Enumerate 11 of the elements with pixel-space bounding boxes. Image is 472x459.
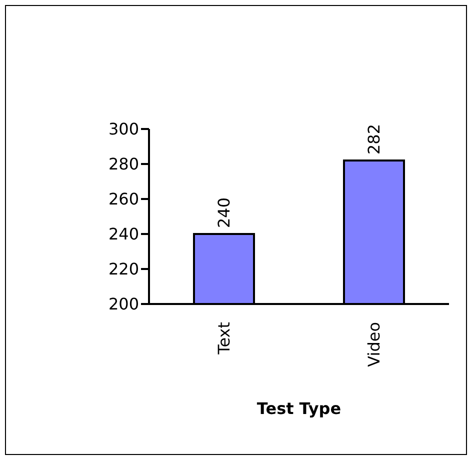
y-tick-label: 220 — [108, 260, 139, 279]
data-label: 240 — [214, 197, 234, 228]
y-tick-label: 260 — [108, 190, 139, 209]
x-tick-label: Text — [214, 322, 234, 356]
y-tick-label: 280 — [108, 154, 139, 174]
x-tick-label: Video — [364, 322, 384, 367]
y-tick-label: 200 — [108, 294, 139, 314]
x-axis-title: Test Type — [256, 399, 342, 418]
y-tick-label: 240 — [108, 224, 139, 244]
data-label: 282 — [364, 124, 384, 154]
y-tick-label: 300 — [108, 120, 139, 139]
